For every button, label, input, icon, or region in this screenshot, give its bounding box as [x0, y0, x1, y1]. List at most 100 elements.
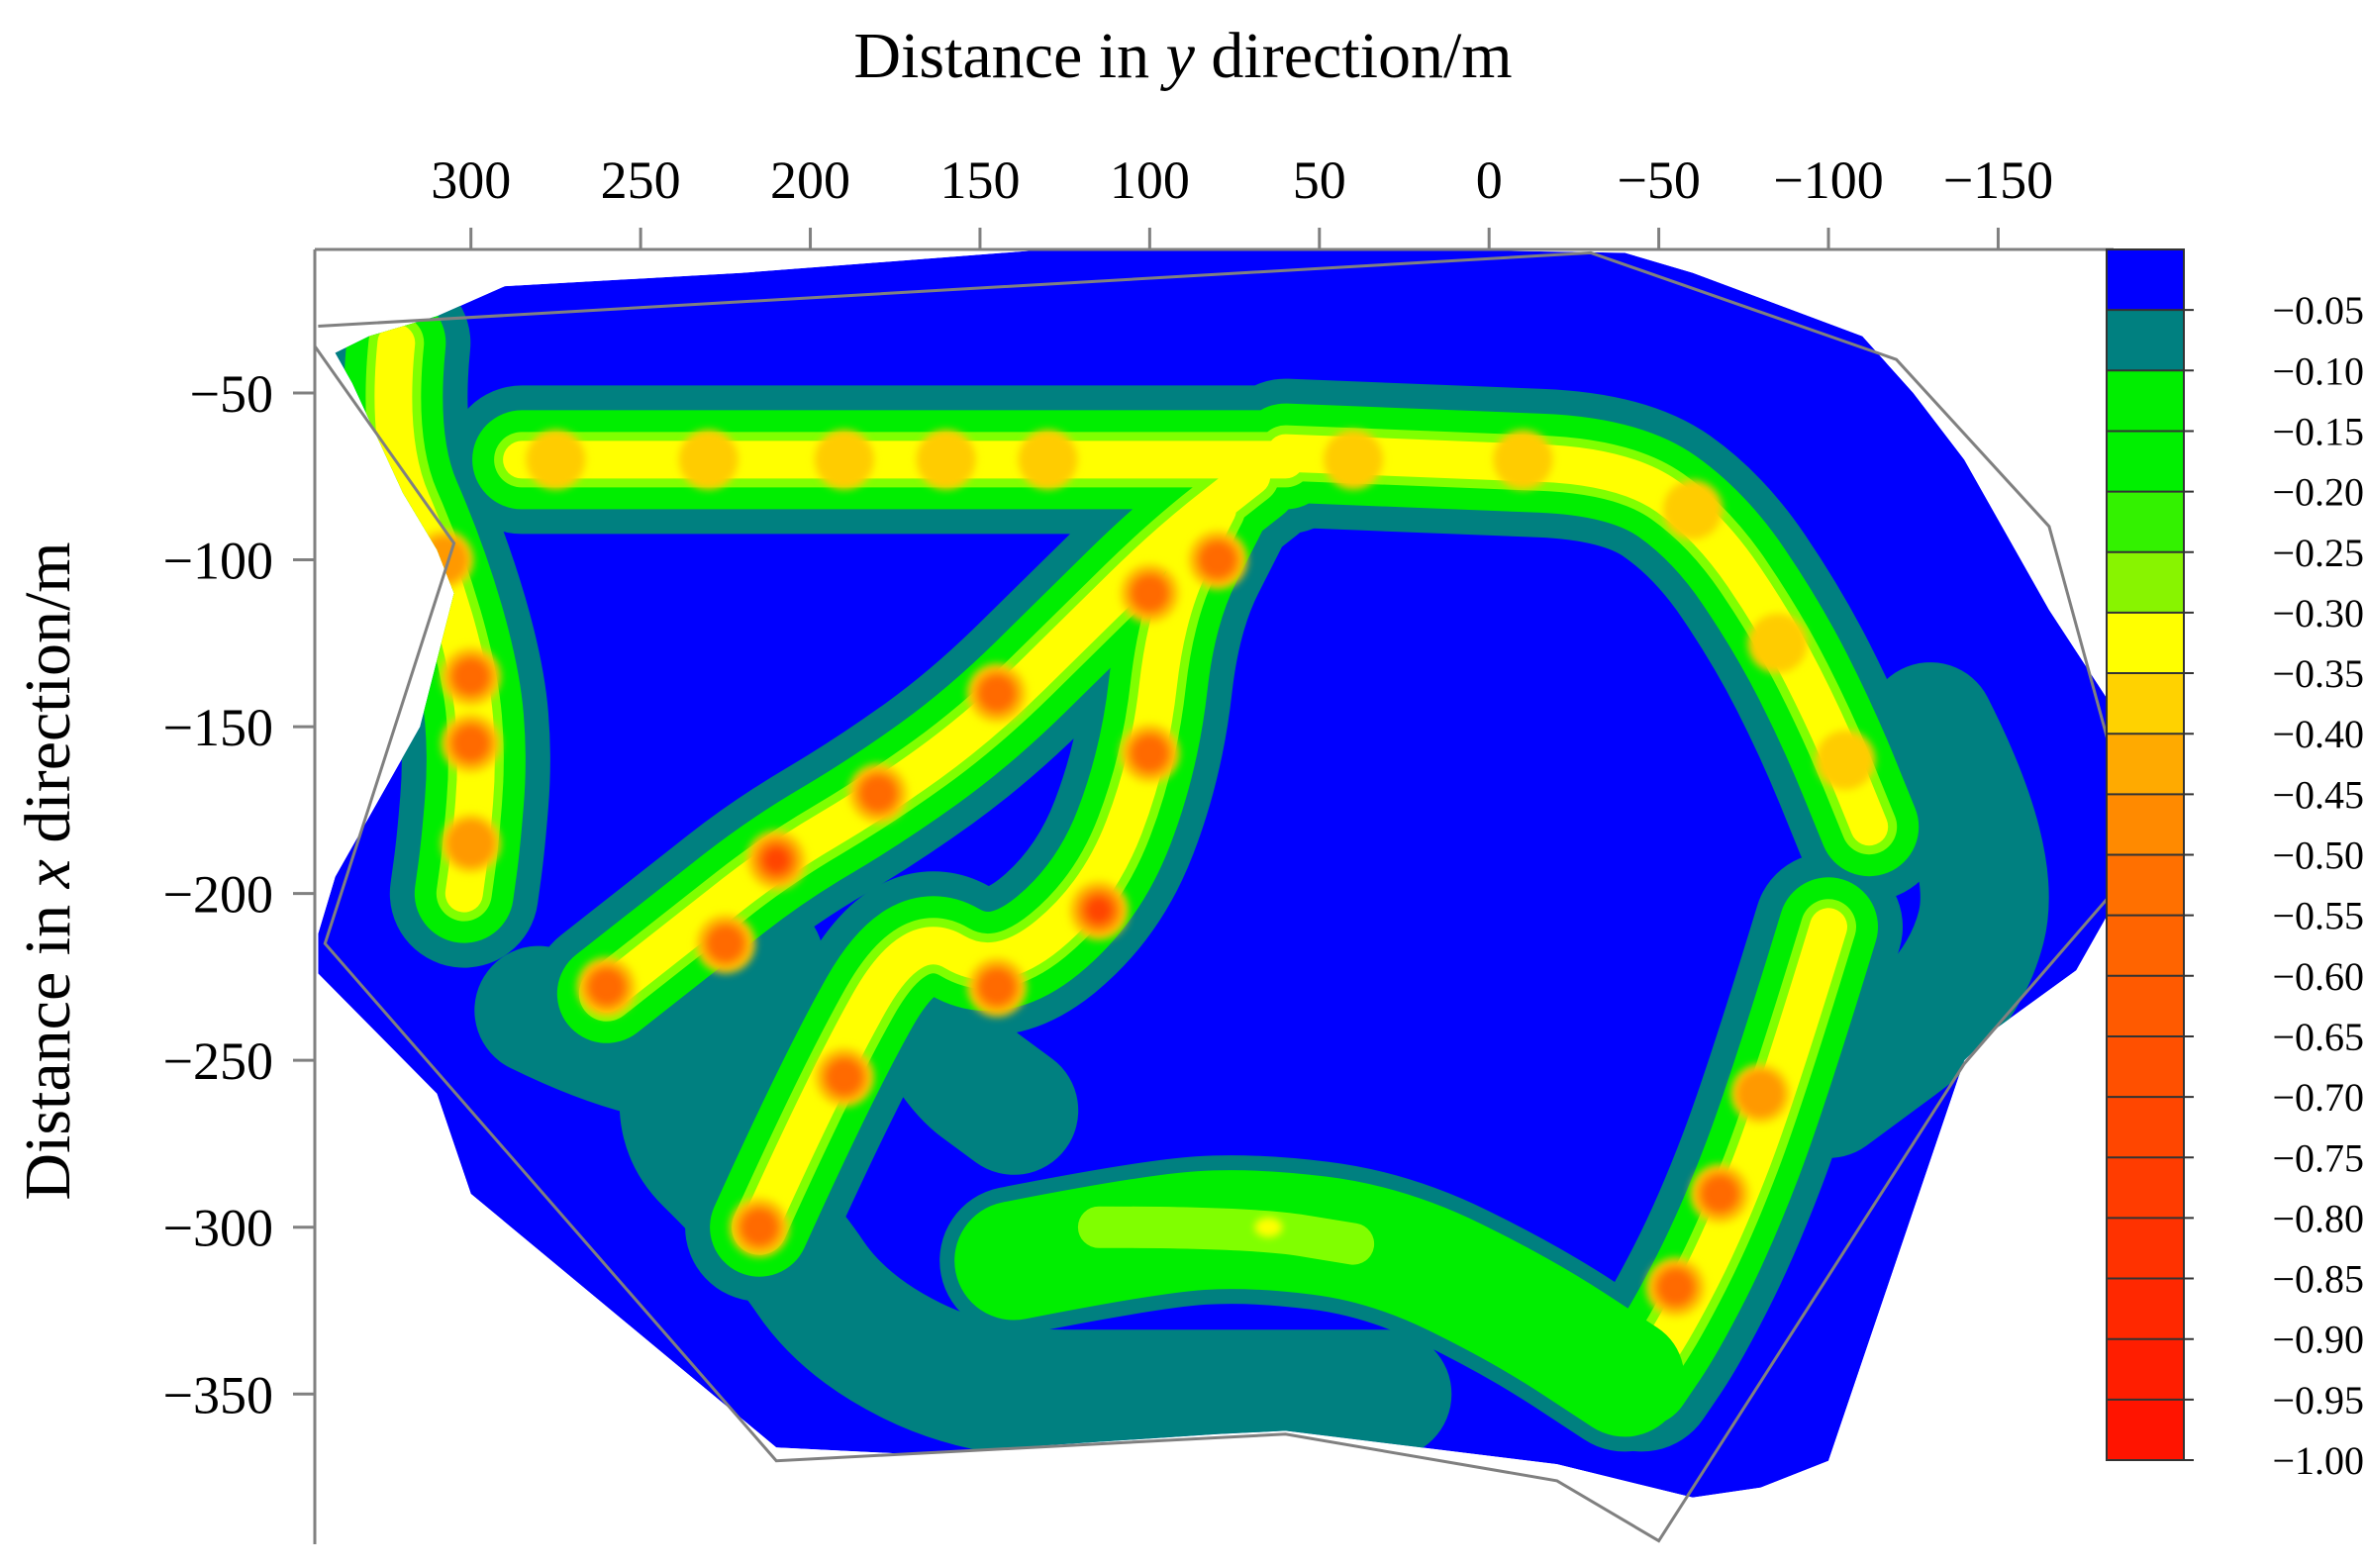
colorbar-swatch — [2107, 1399, 2184, 1461]
colorbar-swatch — [2107, 673, 2184, 735]
y-tick-label: −300 — [163, 1199, 273, 1258]
peak-diagonal-west — [588, 969, 625, 1006]
colorbar-swatch — [2107, 915, 2184, 977]
peak-diagonal-west — [764, 847, 789, 872]
peak-south-arc — [1254, 1217, 1283, 1237]
colorbar-swatch — [2107, 975, 2184, 1037]
colorbar-swatch — [2107, 1097, 2184, 1158]
peak-top-horizontal — [526, 430, 586, 490]
colorbar-label: −0.25 — [2272, 531, 2364, 575]
x-tick-label: −100 — [1773, 150, 1883, 210]
colorbar-swatch — [2107, 794, 2184, 855]
peak-diagonal-west — [707, 926, 743, 962]
peak-diagonal-west — [1199, 541, 1235, 578]
colorbar-swatch — [2107, 551, 2184, 614]
colorbar-label: −0.15 — [2272, 409, 2364, 453]
colorbar-label: −0.65 — [2272, 1015, 2364, 1059]
colorbar-label: −0.30 — [2272, 591, 2364, 636]
colorbar-swatch — [2107, 612, 2184, 674]
peak-east-arc — [1662, 479, 1723, 539]
peak-east-arc — [1747, 613, 1808, 673]
colorbar-swatch — [2107, 310, 2184, 371]
x-tick-label: −50 — [1617, 150, 1700, 210]
peak-east-lower — [1657, 1269, 1694, 1306]
y-tick-label: −350 — [163, 1365, 273, 1424]
colorbar-label: −0.50 — [2272, 833, 2364, 878]
band-level-030-diagonal-east — [740, 490, 1236, 1246]
peak-top-horizontal — [814, 430, 874, 490]
x-tick-label: 300 — [431, 150, 511, 210]
x-tick-label: 50 — [1293, 150, 1346, 210]
axes: 300 250 200 150 100 50 0 −50 −100 −150 −50 −100 −150… — [163, 150, 2114, 1544]
colorbar-label: −0.85 — [2272, 1257, 2364, 1302]
colorbar-label: −0.70 — [2272, 1075, 2364, 1120]
x-tick-label: 150 — [939, 150, 1020, 210]
colorbar-label: −0.35 — [2272, 651, 2364, 696]
x-tick-label: −150 — [1943, 150, 2053, 210]
peak-top-horizontal — [916, 430, 976, 490]
colorbar-swatch — [2107, 1218, 2184, 1280]
colorbar: −0.05 −0.10 −0.15 −0.20 −0.25 −0.30 −0.35 −0.40… — [2106, 248, 2364, 1483]
colorbar-label: −0.05 — [2272, 288, 2364, 333]
colorbar-swatch — [2107, 734, 2184, 795]
peak-upper-left-vertical — [452, 725, 489, 761]
peak-diagonal-west — [979, 675, 1016, 712]
colorbar-swatch — [2107, 1278, 2184, 1340]
x-axis-title: Distance in y direction/m — [853, 20, 1512, 92]
peak-east-arc — [1493, 430, 1553, 490]
peak-diagonal-east — [1132, 735, 1168, 772]
colorbar-swatch — [2107, 491, 2184, 553]
peak-diagonal-east — [979, 969, 1016, 1006]
x-tick-label: 250 — [601, 150, 681, 210]
peak-upper-left-vertical — [446, 820, 495, 868]
y-tick-label: −200 — [163, 865, 273, 925]
peak-diagonal-east — [1086, 898, 1111, 923]
contour-field — [318, 249, 2111, 1498]
colorbar-swatch — [2107, 1035, 2184, 1098]
x-tick-label: 0 — [1476, 150, 1503, 210]
colorbar-swatch — [2107, 249, 2184, 311]
region-outline — [313, 250, 2143, 1543]
peak-diagonal-east — [1132, 575, 1168, 612]
colorbar-label: −0.95 — [2272, 1378, 2364, 1422]
peak-diagonal-east — [826, 1059, 862, 1096]
peak-east-lower — [1736, 1069, 1785, 1118]
colorbar-label: −0.80 — [2272, 1196, 2364, 1240]
colorbar-label: −0.10 — [2272, 348, 2364, 393]
colorbar-label: −0.40 — [2272, 712, 2364, 756]
colorbar-label: −0.90 — [2272, 1318, 2364, 1362]
peak-top-horizontal — [678, 430, 739, 490]
peak-east-arc — [1324, 430, 1384, 490]
band-level-010-lobe — [1764, 662, 2049, 1158]
peak-diagonal-east — [741, 1209, 778, 1245]
x-tick-label: 200 — [770, 150, 850, 210]
band-level-025-south-core — [1077, 1206, 1375, 1265]
colorbar-label: −0.45 — [2272, 772, 2364, 817]
colorbar-label: −0.75 — [2272, 1135, 2364, 1180]
peak-diagonal-west — [860, 775, 897, 812]
band-level-010-lobe — [619, 896, 1452, 1459]
colorbar-label: −0.20 — [2272, 470, 2364, 515]
colorbar-swatch — [2107, 1338, 2184, 1401]
peak-east-arc — [1816, 730, 1876, 790]
colorbar-swatch — [2107, 854, 2184, 917]
y-axis-title: Distance in x direction/m — [12, 541, 84, 1200]
y-tick-label: −250 — [163, 1031, 273, 1091]
colorbar-swatch — [2107, 1157, 2184, 1219]
peak-top-horizontal — [1018, 430, 1078, 490]
y-tick-label: −100 — [163, 532, 273, 591]
colorbar-label: −0.55 — [2272, 894, 2364, 938]
peak-upper-left-vertical — [452, 658, 489, 695]
y-tick-label: −150 — [163, 698, 273, 757]
y-tick-label: −50 — [190, 364, 273, 424]
contour-peaks — [414, 430, 1876, 1318]
colorbar-label: −0.60 — [2272, 954, 2364, 999]
colorbar-swatch — [2107, 370, 2184, 432]
colorbar-swatch — [2107, 431, 2184, 493]
plot-area — [313, 249, 2143, 1543]
colorbar-label: −1.00 — [2272, 1438, 2364, 1483]
peak-east-lower — [1702, 1176, 1738, 1213]
x-tick-label: 100 — [1110, 150, 1190, 210]
